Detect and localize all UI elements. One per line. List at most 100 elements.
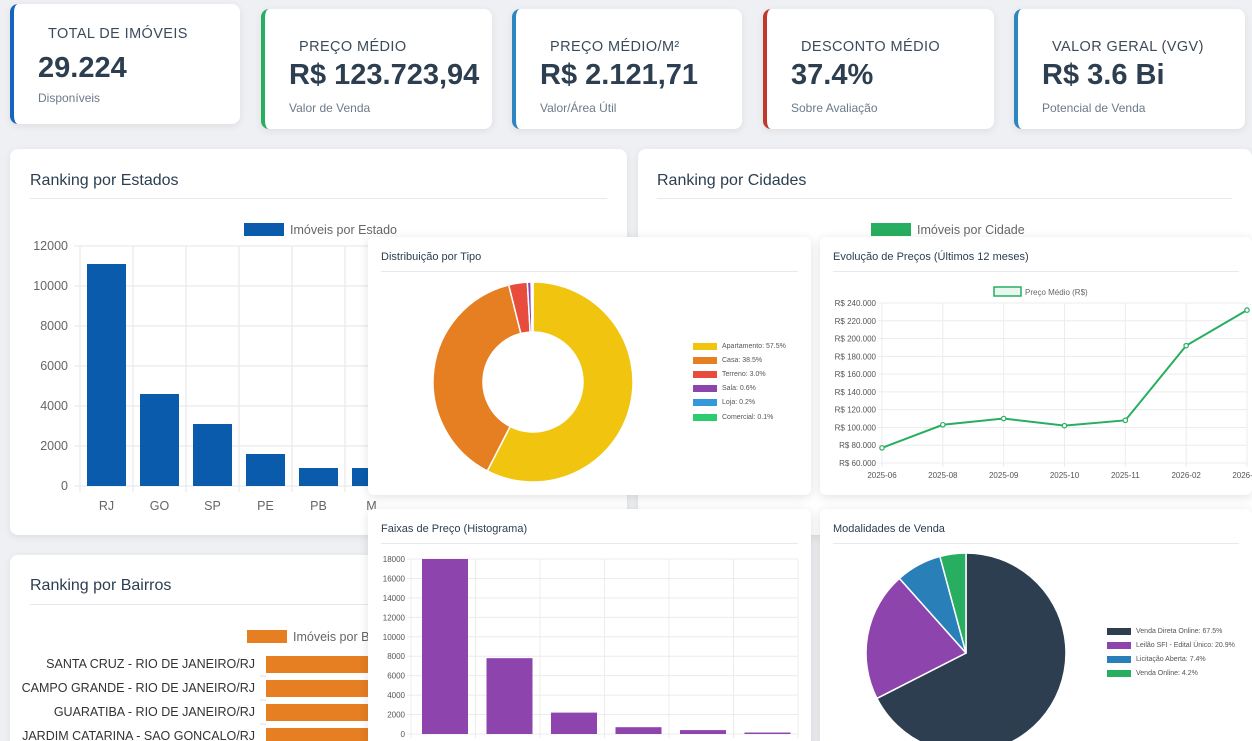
y-tick-label: GUARATIBA - RIO DE JANEIRO/RJ bbox=[54, 705, 255, 719]
legend-item[interactable]: Casa: 38.5% bbox=[693, 353, 786, 367]
legend-label: Comercial: 0.1% bbox=[722, 413, 774, 421]
kpi-subtitle: Disponíveis bbox=[38, 91, 101, 105]
data-point bbox=[1122, 417, 1129, 424]
y-tick-label: 8000 bbox=[40, 319, 68, 333]
kpi-preco-m2: PREÇO MÉDIO/M² R$ 2.121,71 Valor/Área Út… bbox=[512, 9, 742, 129]
kpi-value: 37.4% bbox=[791, 59, 874, 91]
y-tick-label: 4000 bbox=[387, 691, 405, 700]
bar-go bbox=[140, 394, 179, 486]
chart-faixas-preco: 0 2000 4000 6000 8000 10000 12000 14000 16000 180… bbox=[383, 555, 799, 739]
y-tick-label: JARDIM CATARINA - SAO GONCALO/RJ bbox=[22, 729, 255, 741]
legend-item[interactable]: Venda Online: 4.2% bbox=[1107, 667, 1235, 681]
card-title: Ranking por Cidades bbox=[657, 172, 807, 189]
kpi-label: PREÇO MÉDIO/M² bbox=[550, 39, 680, 55]
histogram-bar bbox=[744, 732, 791, 734]
histogram-bar bbox=[422, 559, 468, 734]
bar-bairro bbox=[266, 704, 378, 721]
kpi-value: 29.224 bbox=[38, 52, 127, 84]
y-tick-label: 2000 bbox=[40, 439, 68, 453]
data-point bbox=[1183, 342, 1189, 349]
legend-swatch bbox=[693, 399, 717, 407]
x-tick-label: 2025-09 bbox=[989, 471, 1019, 480]
y-tick-label: R$ 200.000 bbox=[835, 335, 877, 344]
y-tick-label: R$ 120.000 bbox=[835, 406, 877, 415]
legend-label: Imóveis por B bbox=[293, 630, 369, 644]
histogram-bar bbox=[615, 727, 662, 734]
y-tick-label: SANTA CRUZ - RIO DE JANEIRO/RJ bbox=[46, 657, 255, 671]
y-tick-label: 0 bbox=[61, 479, 68, 493]
chart-cidades: Imóveis por Cidade bbox=[871, 223, 1025, 237]
card-title: Ranking por Estados bbox=[30, 172, 179, 189]
legend-label: Casa: 38.5% bbox=[722, 356, 763, 364]
data-point bbox=[1244, 307, 1250, 313]
x-tick-label: 2025-06 bbox=[867, 471, 897, 480]
legend-item[interactable]: Sala: 0.6% bbox=[693, 382, 786, 396]
kpi-value: R$ 3.6 Bi bbox=[1042, 59, 1165, 91]
bar-sp bbox=[193, 424, 232, 486]
kpi-value: R$ 2.121,71 bbox=[540, 59, 699, 91]
legend-swatch bbox=[247, 630, 287, 643]
legend-item[interactable]: Licitação Aberta: 7.4% bbox=[1107, 652, 1235, 666]
y-tick-label: R$ 140.000 bbox=[835, 388, 877, 397]
legend-label: Loja: 0.2% bbox=[722, 399, 756, 407]
legend-label: Preço Médio (R$) bbox=[1025, 288, 1088, 297]
legend-swatch bbox=[1107, 655, 1131, 663]
chart-distribuicao-tipo bbox=[432, 281, 634, 483]
y-tick-label: R$ 160.000 bbox=[835, 370, 877, 379]
y-tick-label: CAMPO GRANDE - RIO DE JANEIRO/RJ bbox=[22, 681, 255, 695]
x-tick-label: 2025-11 bbox=[1111, 471, 1140, 480]
panel-title: Evolução de Preços (Últimos 12 meses) bbox=[833, 251, 1029, 263]
y-tick-label: 6000 bbox=[387, 672, 405, 681]
x-tick-label: SP bbox=[204, 499, 221, 513]
y-tick-label: 6000 bbox=[40, 359, 68, 373]
legend-item[interactable]: Terreno: 3.0% bbox=[693, 367, 786, 381]
x-tick-label: 2026-02 bbox=[1171, 471, 1201, 480]
bar-rj bbox=[87, 264, 126, 486]
kpi-subtitle: Valor/Área Útil bbox=[540, 101, 617, 115]
legend-item[interactable]: Loja: 0.2% bbox=[693, 396, 786, 410]
legend-swatch bbox=[693, 413, 717, 421]
panel-faixas-preco: Faixas de Preço (Histograma) 0 2000 4000 60… bbox=[368, 509, 811, 741]
legend-swatch bbox=[693, 342, 717, 350]
legend-item[interactable]: Leilão SFI - Edital Único: 20.9% bbox=[1107, 638, 1235, 652]
panel-evolucao-precos: Evolução de Preços (Últimos 12 meses) Pr… bbox=[820, 237, 1252, 495]
panel-title: Modalidades de Venda bbox=[833, 523, 945, 535]
data-point bbox=[879, 445, 885, 451]
data-point bbox=[1000, 415, 1007, 422]
histogram-bar bbox=[551, 712, 597, 734]
legend-label: Imóveis por Estado bbox=[290, 223, 397, 237]
y-tick-label: 10000 bbox=[383, 633, 406, 642]
kpi-subtitle: Valor de Venda bbox=[289, 101, 371, 115]
kpi-vgv: VALOR GERAL (VGV) R$ 3.6 Bi Potencial de… bbox=[1014, 9, 1245, 129]
divider bbox=[381, 543, 798, 544]
slice-comercial bbox=[531, 281, 534, 333]
x-tick-label: PE bbox=[257, 499, 274, 513]
legend-label: Apartamento: 57.5% bbox=[722, 342, 786, 350]
y-tick-label: 8000 bbox=[387, 652, 405, 661]
y-tick-label: 18000 bbox=[383, 555, 406, 564]
y-tick-label: 10000 bbox=[33, 279, 68, 293]
y-tick-label: 12000 bbox=[33, 239, 68, 253]
slice-leil-o-sfi-edital-nico bbox=[865, 577, 968, 700]
bar-pe bbox=[246, 454, 285, 486]
data-point bbox=[940, 421, 946, 428]
slice-venda-online bbox=[938, 552, 967, 654]
legend-item[interactable]: Venda Direta Online: 67.5% bbox=[1107, 624, 1235, 638]
kpi-subtitle: Potencial de Venda bbox=[1042, 101, 1146, 115]
divider bbox=[30, 604, 607, 605]
y-tick-label: R$ 240.000 bbox=[835, 299, 877, 308]
slice-casa bbox=[432, 284, 522, 472]
bar-bairro bbox=[266, 656, 386, 673]
legend-swatch bbox=[693, 370, 717, 378]
legend-swatch bbox=[1107, 641, 1131, 649]
legend-item[interactable]: Apartamento: 57.5% bbox=[693, 339, 786, 353]
legend-item[interactable]: Comercial: 0.1% bbox=[693, 410, 786, 424]
panel-modalidades-venda: Modalidades de Venda Venda Direta Online… bbox=[820, 509, 1252, 741]
bar-bairro bbox=[266, 680, 386, 697]
kpi-subtitle: Sobre Avaliação bbox=[791, 101, 878, 115]
x-tick-label: 2026-03 bbox=[1232, 471, 1252, 480]
legend-modalidades: Venda Direta Online: 67.5% Leilão SFI - E… bbox=[1107, 624, 1235, 681]
y-tick-label: R$ 60.000 bbox=[839, 459, 876, 468]
panel-title: Faixas de Preço (Histograma) bbox=[381, 523, 528, 535]
bar-pb bbox=[299, 468, 338, 486]
